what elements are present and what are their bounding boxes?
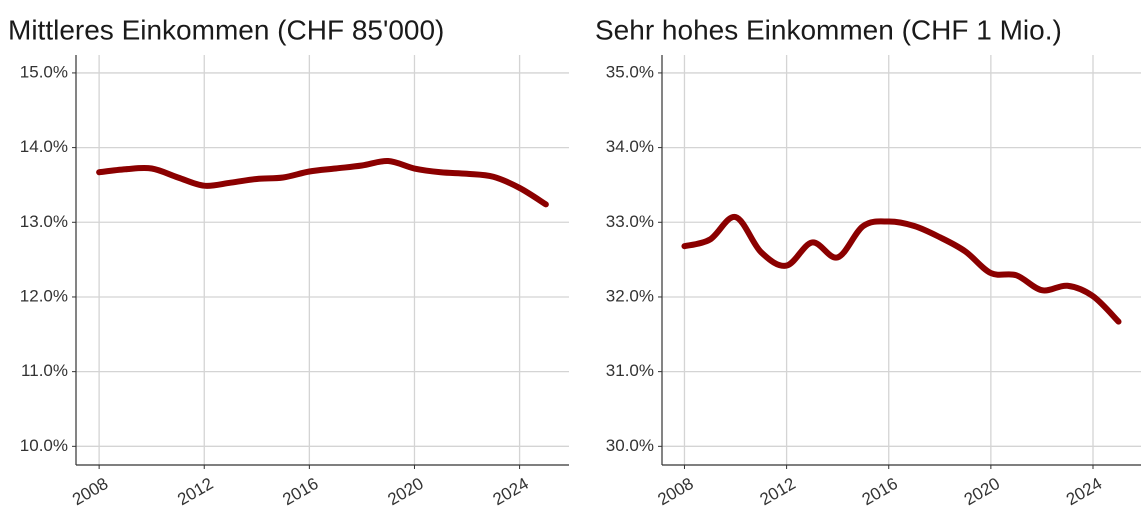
x-tick-label: 2012: [757, 474, 799, 509]
y-tick-label: 30.0%: [606, 436, 654, 455]
line: [681, 214, 1122, 325]
x-tick-label: 2024: [1063, 474, 1105, 509]
x-tick-label: 2024: [490, 474, 532, 509]
x-tick-label: 2008: [654, 474, 696, 509]
y-tick-label: 10.0%: [20, 436, 68, 455]
chart-title: Mittleres Einkommen (CHF 85'000): [8, 14, 444, 45]
line: [96, 158, 549, 208]
x-tick-label: 2008: [69, 474, 111, 509]
y-tick-label: 33.0%: [606, 212, 654, 231]
y-tick-label: 11.0%: [21, 361, 68, 380]
y-tick-label: 13.0%: [20, 212, 68, 231]
y-tick-label: 35.0%: [606, 62, 654, 81]
chart-title: Sehr hohes Einkommen (CHF 1 Mio.): [595, 14, 1062, 45]
x-tick-label: 2016: [859, 474, 901, 509]
x-tick-label: 2016: [279, 474, 321, 509]
x-tick-label: 2020: [384, 474, 426, 509]
y-tick-label: 32.0%: [606, 286, 654, 305]
y-tick-label: 12.0%: [20, 286, 68, 305]
y-tick-label: 34.0%: [606, 137, 654, 156]
x-tick-label: 2020: [961, 474, 1003, 509]
y-tick-label: 15.0%: [20, 62, 68, 81]
y-tick-label: 14.0%: [20, 137, 68, 156]
y-tick-label: 31.0%: [606, 361, 654, 380]
x-tick-label: 2012: [174, 474, 216, 509]
